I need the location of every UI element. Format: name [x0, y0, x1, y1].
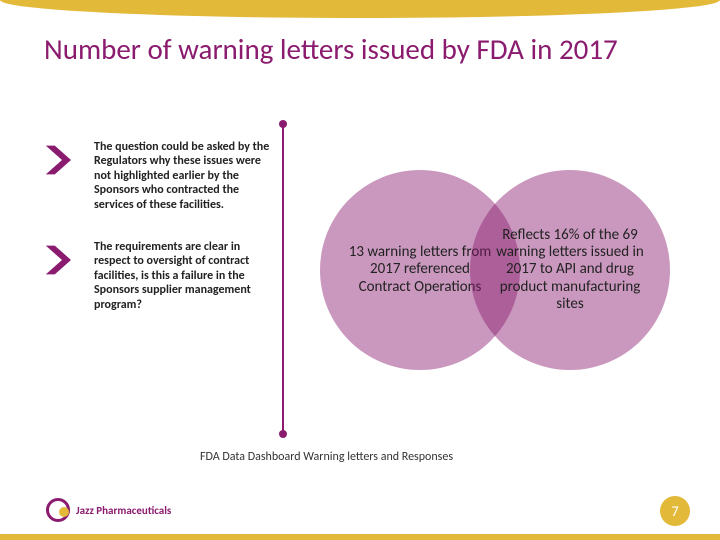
vertical-divider	[282, 124, 284, 434]
company-name: Jazz Pharmaceuticals	[76, 504, 171, 517]
venn-diagram: 13 warning letters from 2017 referenced …	[320, 170, 690, 390]
company-logo: Jazz Pharmaceuticals	[46, 498, 171, 522]
slide-title: Number of warning letters issued by FDA …	[44, 34, 644, 66]
top-accent-bar	[0, 0, 720, 18]
left-bullet-column: The question could be asked by the Regul…	[44, 140, 274, 470]
venn-right-circle: Reflects 16% of the 69 warning letters i…	[470, 170, 670, 370]
source-citation: FDA Data Dashboard Warning letters and R…	[200, 450, 453, 464]
page-number-badge: 7	[660, 496, 690, 526]
venn-right-text: Reflects 16% of the 69 warning letters i…	[494, 227, 646, 313]
bullet-item: The question could be asked by the Regul…	[44, 140, 274, 212]
bullet-item: The requirements are clear in respect to…	[44, 240, 274, 312]
divider-dot-top	[279, 120, 287, 128]
bottom-accent-bar	[0, 534, 720, 540]
logo-swirl-icon	[46, 498, 70, 522]
bullet-text: The question could be asked by the Regul…	[94, 140, 274, 212]
chevron-icon	[44, 242, 80, 278]
chevron-icon	[44, 142, 80, 178]
page-number: 7	[671, 503, 678, 520]
bullet-text: The requirements are clear in respect to…	[94, 240, 274, 312]
divider-dot-bottom	[279, 430, 287, 438]
